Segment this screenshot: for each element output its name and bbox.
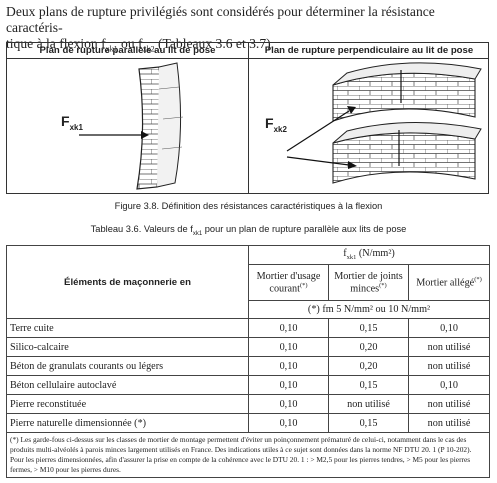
value-joints-minces: 0,15	[328, 413, 409, 433]
value-joints-minces: 0,20	[328, 356, 409, 376]
table-footnote: (*) Les garde-fous ci-dessus sur les cla…	[6, 432, 490, 478]
value-joints-minces: 0,15	[328, 318, 409, 338]
material-label: Silico-calcaire	[6, 337, 249, 357]
table-row: Pierre naturelle dimensionnée (*) 0,10 0,1…	[6, 413, 490, 433]
table-subheader-row: Mortier d'usage courant(*) Mortier de jo…	[7, 264, 490, 301]
material-label: Béton cellulaire autoclavé	[6, 375, 249, 395]
value-mortier-allege: non utilisé	[408, 394, 490, 414]
left-panel-title: Plan de rupture parallèle au lit de pose	[39, 45, 216, 56]
value-mortier-allege: 0,10	[408, 375, 490, 395]
fm-condition: (*) fm 5 N/mm² ou 10 N/mm²	[248, 300, 490, 319]
table-title: Tableau 3.6. Valeurs de fxk1 pour un pla…	[90, 224, 407, 237]
force-label-fxk1: Fxk1	[61, 113, 83, 132]
intro-paragraph: Deux plans de rupture privilégiés sont c…	[6, 4, 435, 54]
column-header-mortier-courant: Mortier d'usage courant(*)	[248, 264, 329, 301]
value-mortier-courant: 0,10	[248, 318, 329, 338]
figure-box: Plan de rupture parallèle au lit de pose…	[6, 42, 489, 194]
table-row: Béton cellulaire autoclavé 0,10 0,15 0,10	[6, 375, 490, 395]
material-label: Pierre reconstituée	[6, 394, 249, 414]
group-header-fxk1: fxk1 (N/mm²)	[248, 245, 490, 265]
column-header-mortier-allege: Mortier allégé(*)	[408, 264, 490, 301]
value-mortier-courant: 0,10	[248, 413, 329, 433]
right-panel-title: Plan de rupture perpendiculaire au lit d…	[264, 45, 474, 56]
table-row: Pierre reconstituée 0,10 non utilisé non ut…	[6, 394, 490, 414]
value-mortier-allege: non utilisé	[408, 337, 490, 357]
column-header-joints-minces: Mortier de joints minces(*)	[328, 264, 409, 301]
table-row: Silico-calcaire 0,10 0,20 non utilisé	[6, 337, 490, 357]
value-mortier-allege: non utilisé	[408, 356, 490, 376]
table-note-row: (*) Les garde-fous ci-dessus sur les cla…	[6, 432, 490, 478]
column-header-elements: Éléments de maçonnerie en	[6, 245, 249, 319]
force-label-fxk2: Fxk2	[265, 115, 287, 134]
values-table: Éléments de maçonnerie en fxk1 (N/mm²) M…	[6, 245, 490, 478]
table-row: Terre cuite 0,10 0,15 0,10	[6, 318, 490, 338]
value-mortier-courant: 0,10	[248, 375, 329, 395]
value-mortier-allege: non utilisé	[408, 413, 490, 433]
material-label: Terre cuite	[6, 318, 249, 338]
table-row: Béton de granulats courants ou légers 0,1…	[6, 356, 490, 376]
material-label: Béton de granulats courants ou légers	[6, 356, 249, 376]
value-mortier-courant: 0,10	[248, 356, 329, 376]
value-mortier-courant: 0,10	[248, 337, 329, 357]
figure-caption: Figure 3.8. Définition des résistances c…	[114, 201, 383, 211]
perpendicular-rupture-illustration	[286, 62, 482, 184]
value-joints-minces: 0,15	[328, 375, 409, 395]
parallel-rupture-illustration	[79, 62, 184, 190]
intro-line-1: Deux plans de rupture privilégiés sont c…	[6, 4, 435, 35]
table-header-row: Éléments de maçonnerie en fxk1 (N/mm²)	[6, 245, 490, 319]
material-label: Pierre naturelle dimensionnée (*)	[6, 413, 249, 433]
value-joints-minces: 0,20	[328, 337, 409, 357]
value-mortier-allege: 0,10	[408, 318, 490, 338]
table-body: Terre cuite 0,10 0,15 0,10 Silico-calcaire 0,…	[6, 318, 490, 433]
value-joints-minces: non utilisé	[328, 394, 409, 414]
value-mortier-courant: 0,10	[248, 394, 329, 414]
